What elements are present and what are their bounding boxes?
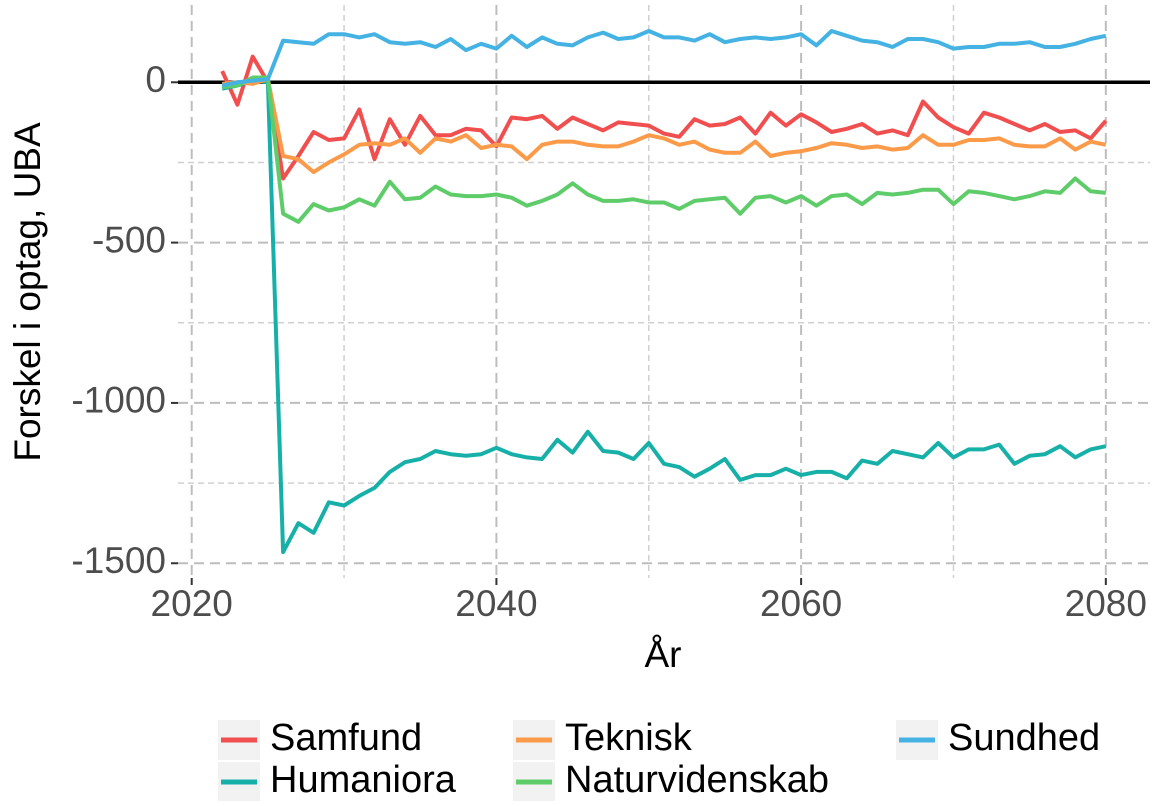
y-axis-title: Forskel i optag, UBA bbox=[7, 122, 48, 462]
legend-label: Sundhed bbox=[948, 717, 1100, 759]
y-tick-label: -1500 bbox=[71, 540, 166, 581]
x-tick-label: 2060 bbox=[760, 583, 842, 624]
legend-label: Teknisk bbox=[565, 717, 693, 759]
x-tick-label: 2040 bbox=[455, 583, 537, 624]
line-series bbox=[221, 75, 1107, 224]
line-series bbox=[221, 77, 1107, 175]
line-series bbox=[220, 54, 1108, 181]
y-tick-label: -500 bbox=[92, 219, 166, 260]
legend-label: Samfund bbox=[270, 717, 422, 759]
y-tick-label: 0 bbox=[145, 59, 166, 100]
legend-label: Humaniora bbox=[270, 759, 457, 801]
x-tick-label: 2080 bbox=[1065, 583, 1147, 624]
legend-label: Naturvidenskab bbox=[565, 759, 829, 801]
y-tick-label: -1000 bbox=[71, 380, 166, 421]
line-series bbox=[221, 29, 1107, 88]
x-tick-label: 2020 bbox=[151, 583, 233, 624]
x-axis-title: År bbox=[645, 634, 682, 675]
line-series bbox=[221, 78, 1107, 554]
